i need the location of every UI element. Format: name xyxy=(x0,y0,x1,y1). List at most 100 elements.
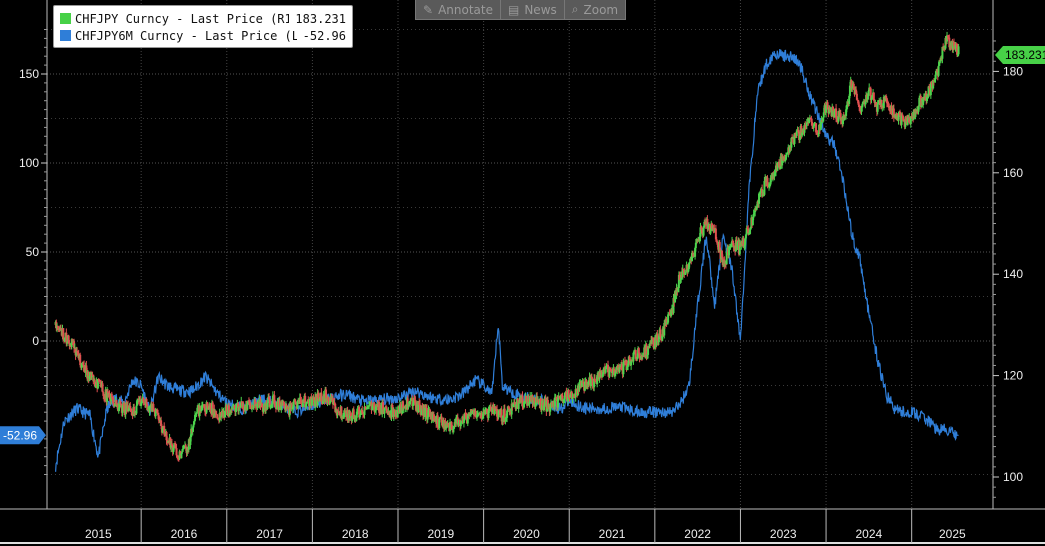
candle-body xyxy=(563,399,566,401)
candle-body xyxy=(355,411,358,418)
news-button[interactable]: ▤ News xyxy=(499,0,564,19)
x-tick-label: 2015 xyxy=(85,527,112,541)
candle-body xyxy=(681,269,684,277)
candle-body xyxy=(687,263,690,270)
candle-body xyxy=(684,272,687,274)
candle-body xyxy=(432,414,435,420)
candle-body xyxy=(83,364,86,372)
candle-body xyxy=(142,398,145,402)
candle-body xyxy=(370,402,373,411)
candle-body xyxy=(396,410,399,418)
candle-body xyxy=(425,407,428,409)
candle-body xyxy=(146,404,149,411)
candle-body xyxy=(333,402,336,404)
right-axis: 180 160 140 120 100 xyxy=(992,0,1023,509)
candle-body xyxy=(835,108,838,118)
candle-body xyxy=(246,403,249,410)
candle-body xyxy=(560,394,563,396)
series-line-chfjpy6m xyxy=(55,49,959,472)
candle-body xyxy=(193,420,196,425)
candle-body xyxy=(174,443,177,449)
candle-body xyxy=(463,413,466,420)
candle-body xyxy=(627,356,630,364)
legend-entry-chfjpy[interactable]: CHFJPY Curncy - Last Price (R1) 183.231 xyxy=(60,10,346,27)
candle-body xyxy=(66,342,69,344)
candle-body xyxy=(948,37,951,48)
legend-entry-chfjpy6m[interactable]: CHFJPY6M Curncy - Last Price (L1) -52.96 xyxy=(60,27,346,44)
candle-body xyxy=(349,414,352,416)
candle-body xyxy=(481,418,484,420)
candle-body xyxy=(576,385,579,395)
candle-body xyxy=(471,410,474,414)
candle-body xyxy=(201,404,204,407)
last-value-tag-left xyxy=(0,426,46,445)
candle-body xyxy=(648,343,651,349)
candle-body xyxy=(337,410,340,412)
candle-body xyxy=(312,397,315,401)
candle-body xyxy=(247,400,250,402)
value-tags: 183.231 -52.96 xyxy=(0,46,1045,445)
candle-body xyxy=(800,126,803,136)
candle-body xyxy=(906,115,909,125)
candle-body xyxy=(200,406,203,410)
candle-body xyxy=(207,408,210,410)
candle-body xyxy=(880,99,883,108)
candle-body xyxy=(819,123,822,130)
candle-body xyxy=(56,325,59,328)
annotate-button[interactable]: ✎ Annotate xyxy=(416,0,500,19)
candle-body xyxy=(628,356,631,360)
candle-body xyxy=(927,86,930,97)
candle-body xyxy=(856,99,859,101)
candle-body xyxy=(368,405,371,407)
candle-body xyxy=(946,35,949,37)
candle-body xyxy=(228,411,231,417)
candle-body xyxy=(196,407,199,413)
candle-body xyxy=(426,415,429,420)
candle-body xyxy=(456,417,459,425)
candle-body xyxy=(407,403,410,407)
candle-body xyxy=(462,419,465,424)
candle-body xyxy=(209,404,212,411)
candle-body xyxy=(833,110,836,118)
candle-body xyxy=(256,403,259,409)
zoom-button[interactable]: ⌕ Zoom xyxy=(563,0,625,19)
legend-swatch-chfjpy6m xyxy=(60,30,71,41)
candle-body xyxy=(438,418,441,429)
candle-body xyxy=(153,409,156,412)
candle-body xyxy=(464,413,467,415)
candle-body xyxy=(864,101,867,105)
candle-body xyxy=(184,445,187,449)
candle-body xyxy=(954,43,957,49)
candle-body xyxy=(487,410,490,418)
candle-body xyxy=(166,440,169,442)
candle-body xyxy=(677,288,680,292)
candle-body xyxy=(620,364,623,371)
candle-body xyxy=(640,356,643,360)
chart-toolbar: ✎ Annotate ▤ News ⌕ Zoom xyxy=(415,0,627,20)
candle-body xyxy=(288,403,291,416)
candle-body xyxy=(857,100,860,105)
right-tick-label: 180 xyxy=(1003,64,1023,78)
candle-body xyxy=(425,407,428,420)
chart-legend[interactable]: CHFJPY Curncy - Last Price (R1) 183.231 … xyxy=(53,5,353,48)
candle-body xyxy=(413,398,416,401)
candle-body xyxy=(709,230,712,234)
candle-body xyxy=(748,229,751,233)
candle-body xyxy=(635,358,638,360)
candle-body xyxy=(543,398,546,406)
candle-body xyxy=(368,403,371,406)
candle-body xyxy=(901,114,904,116)
candle-body xyxy=(553,397,556,407)
candle-body xyxy=(513,402,516,405)
candle-body xyxy=(199,406,202,412)
candle-body xyxy=(321,400,324,404)
series-area xyxy=(54,31,960,472)
candle-body xyxy=(793,133,796,145)
candle-body xyxy=(79,354,82,366)
candle-body xyxy=(604,369,607,373)
candle-body xyxy=(751,217,754,226)
candle-body xyxy=(573,395,576,397)
candle-body xyxy=(529,395,532,402)
candle-body xyxy=(610,369,613,374)
